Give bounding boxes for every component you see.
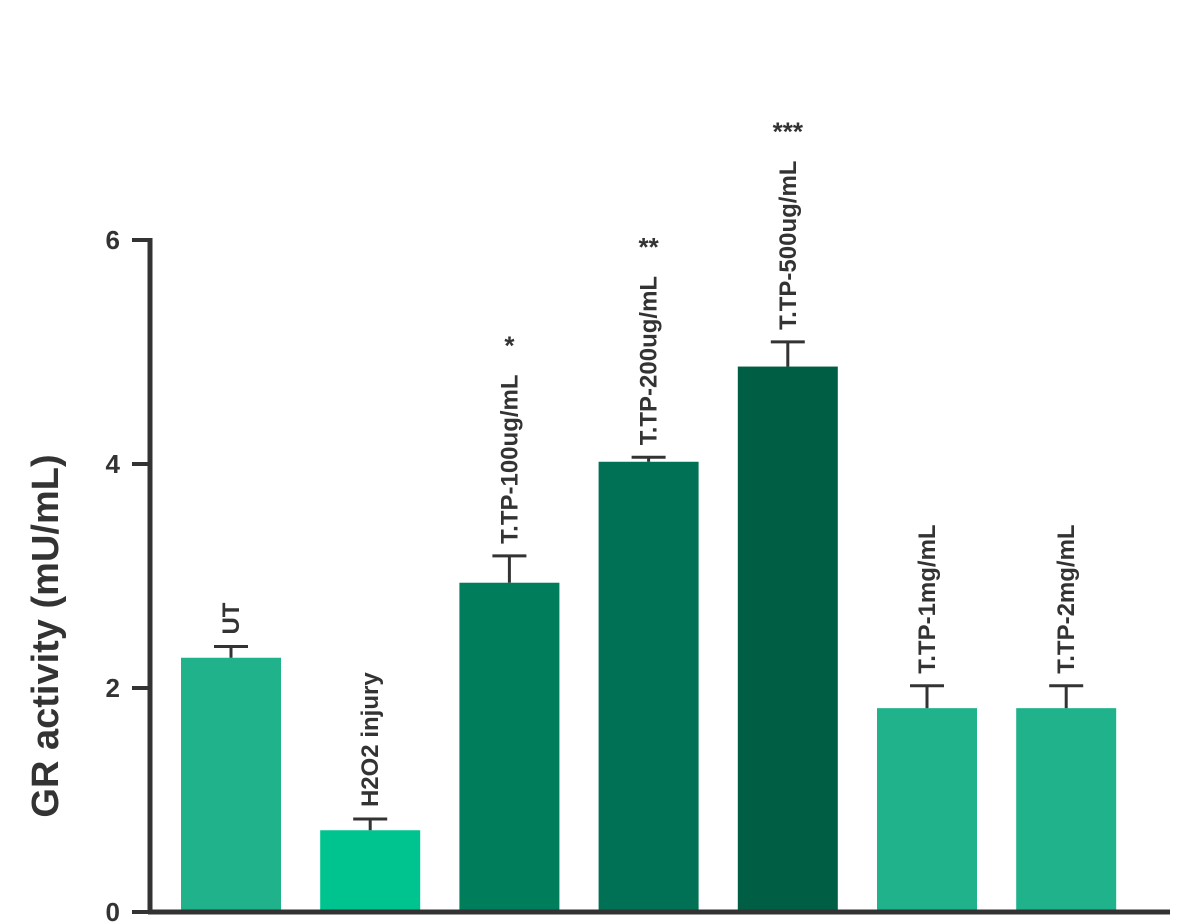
error-bars-group: [214, 340, 1084, 831]
y-axis: 0 2 4 6: [106, 225, 153, 922]
bar: [737, 366, 838, 912]
y-axis-label: GR activity (mU/mL): [25, 454, 67, 817]
category-label: T.TP-1mg/mL: [914, 524, 941, 673]
category-label: T.TP-100ug/mL: [496, 374, 523, 543]
bar-labels-group: UT H2O2 injury T.TP-100ug/mL * T.TP-200ug/mL…: [218, 117, 1080, 807]
y-tick-label: 4: [106, 449, 121, 479]
significance-label: *: [504, 330, 515, 360]
category-label: T.TP-200ug/mL: [636, 276, 663, 445]
significance-label: ***: [773, 117, 804, 147]
bar: [181, 657, 281, 912]
bar: [598, 461, 699, 912]
y-tick-label: 2: [106, 673, 120, 703]
bar: [877, 708, 977, 912]
category-label: UT: [218, 602, 245, 634]
y-tick-label: 0: [106, 897, 120, 922]
bars-group: [181, 366, 1117, 912]
significance-label: **: [638, 232, 659, 262]
bar: [1016, 708, 1117, 912]
category-label: T.TP-500ug/mL: [775, 161, 802, 330]
category-label: H2O2 injury: [357, 672, 384, 807]
y-tick-label: 6: [106, 225, 120, 255]
bar: [320, 830, 421, 912]
category-label: T.TP-2mg/mL: [1053, 524, 1080, 673]
bar: [459, 582, 560, 912]
